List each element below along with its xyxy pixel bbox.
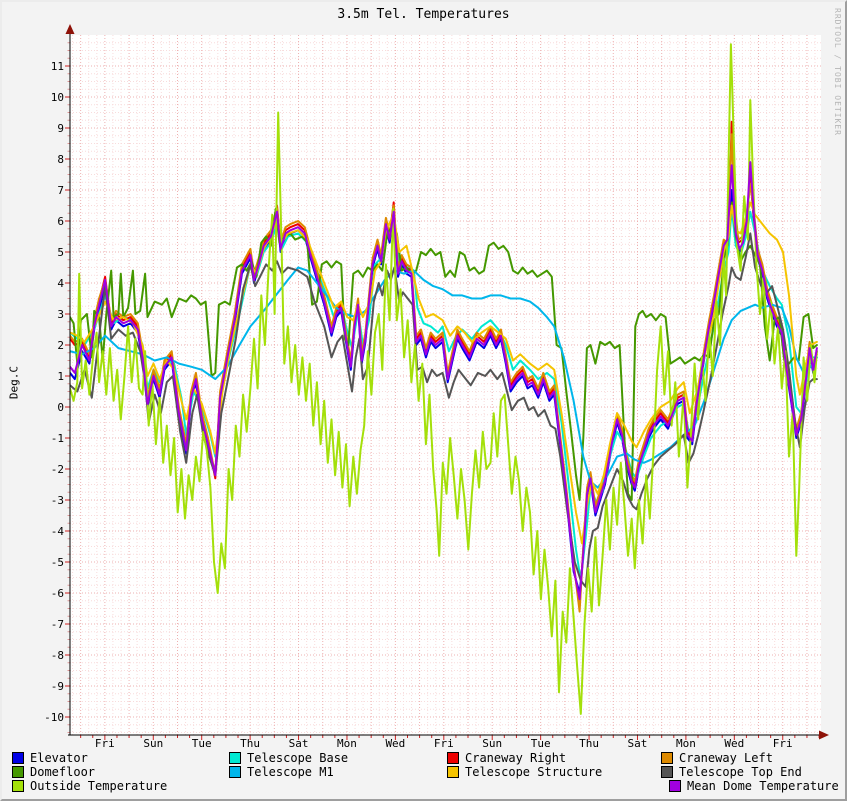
x-tick-label: Mon <box>337 737 357 750</box>
x-tick-label: Fri <box>95 737 115 750</box>
series-telescope-structure <box>70 201 818 545</box>
legend-swatch <box>661 752 673 764</box>
x-axis-arrow <box>819 730 829 740</box>
watermark: RRDTOOL / TOBI OETIKER <box>833 8 842 136</box>
legend-label: Craneway Right <box>465 751 567 765</box>
legend-swatch <box>229 752 241 764</box>
legend-swatch <box>12 780 24 792</box>
series-outside-temperature <box>70 43 818 715</box>
y-axis-arrow <box>65 24 75 34</box>
x-tick-label: Fri <box>434 737 454 750</box>
y-tick-label: 1 <box>57 370 64 383</box>
legend-item-domefloor: Domefloor <box>12 766 95 778</box>
y-tick-label: -7 <box>51 618 64 631</box>
legend-label: Outside Temperature <box>30 779 168 793</box>
legend-label: Telescope M1 <box>247 765 334 779</box>
x-tick-label: Sun <box>143 737 163 750</box>
legend-swatch <box>661 766 673 778</box>
series-telescope-m1 <box>70 266 818 489</box>
x-tick-label: Tue <box>531 737 551 750</box>
y-tick-label: -6 <box>51 587 64 600</box>
legend-label: Telescope Base <box>247 751 349 765</box>
legend-swatch <box>12 752 24 764</box>
legend-label: Domefloor <box>30 765 96 779</box>
x-tick-label: Wed <box>385 737 405 750</box>
series-domefloor <box>70 201 818 501</box>
y-tick-label: -2 <box>51 463 64 476</box>
x-tick-label: Sat <box>289 737 309 750</box>
legend-swatch <box>229 766 241 778</box>
x-tick-label: Mon <box>676 737 696 750</box>
legend-item-telescope-top-end: Telescope Top End <box>661 766 802 778</box>
y-tick-label: 10 <box>51 91 64 104</box>
legend-item-telescope-structure: Telescope Structure <box>447 766 602 778</box>
legend-label: Elevator <box>30 751 88 765</box>
y-tick-label: -1 <box>51 432 64 445</box>
legend-item-mean-dome-temperature: Mean Dome Temperature <box>669 780 839 792</box>
x-tick-label: Fri <box>773 737 793 750</box>
legend-swatch <box>669 780 681 792</box>
y-tick-label: 7 <box>57 184 64 197</box>
y-tick-label: 6 <box>57 215 64 228</box>
y-tick-label: 3 <box>57 308 64 321</box>
y-tick-label: 8 <box>57 153 64 166</box>
y-tick-label: -4 <box>51 525 65 538</box>
legend-item-craneway-right: Craneway Right <box>447 752 566 764</box>
x-tick-label: Wed <box>724 737 744 750</box>
y-tick-label: 11 <box>51 60 64 73</box>
legend-label: Mean Dome Temperature <box>687 779 839 793</box>
series-mean-dome-temperature <box>70 161 818 601</box>
legend-item-telescope-base: Telescope Base <box>229 752 348 764</box>
legend-swatch <box>447 752 459 764</box>
x-tick-label: Thu <box>240 737 260 750</box>
y-tick-label: -5 <box>51 556 64 569</box>
legend-swatch <box>12 766 24 778</box>
legend-item-elevator: Elevator <box>12 752 88 764</box>
y-tick-label: 4 <box>57 277 64 290</box>
legend-label: Telescope Top End <box>679 765 802 779</box>
legend-item-telescope-m1: Telescope M1 <box>229 766 334 778</box>
y-tick-label: 5 <box>57 246 64 259</box>
x-tick-label: Tue <box>192 737 212 750</box>
y-tick-label: -3 <box>51 494 64 507</box>
legend-item-craneway-left: Craneway Left <box>661 752 773 764</box>
page-title: 3.5m Tel. Temperatures <box>337 7 510 22</box>
legend-item-outside-temperature: Outside Temperature <box>12 780 167 792</box>
y-tick-label: -8 <box>51 649 64 662</box>
legend-swatch <box>447 766 459 778</box>
y-tick-label: -9 <box>51 680 64 693</box>
legend-label: Craneway Left <box>679 751 773 765</box>
y-tick-label: 9 <box>57 122 64 135</box>
x-tick-label: Sun <box>482 737 502 750</box>
series-telescope-top-end <box>70 232 818 588</box>
y-tick-label: 2 <box>57 339 64 352</box>
legend-label: Telescope Structure <box>465 765 603 779</box>
x-tick-label: Sat <box>628 737 648 750</box>
x-tick-label: Thu <box>579 737 599 750</box>
y-tick-label: -10 <box>44 711 64 724</box>
y-tick-label: 0 <box>57 401 64 414</box>
